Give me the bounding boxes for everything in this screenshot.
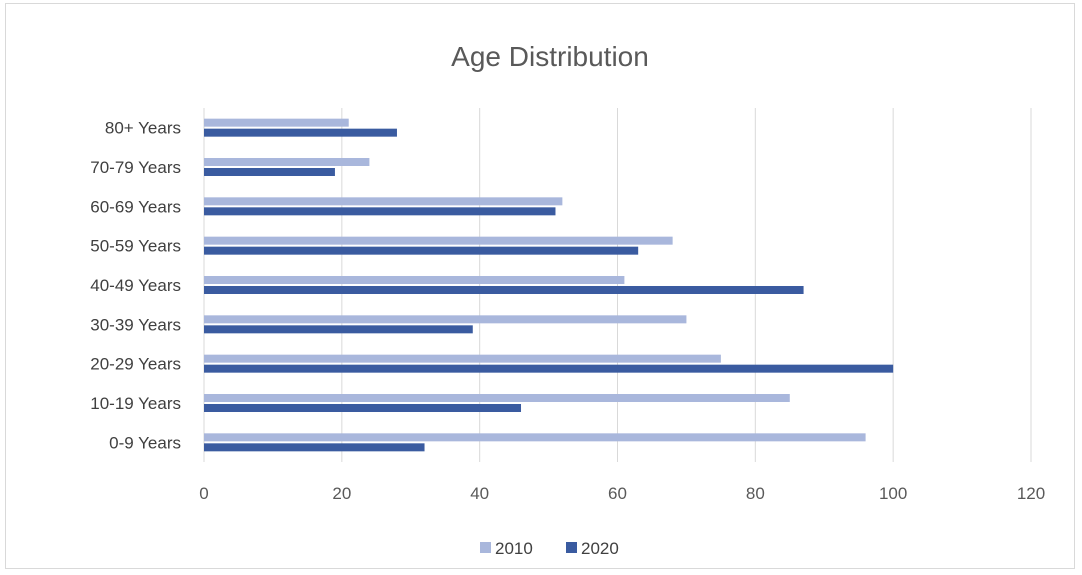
x-tick-label: 100	[879, 484, 907, 503]
category-label: 70-79 Years	[90, 158, 181, 177]
bar-2020-80+	[204, 128, 397, 137]
legend-label: 2010	[495, 539, 533, 558]
bar-2010-50-59	[204, 236, 673, 245]
legend-label: 2020	[581, 539, 619, 558]
x-tick-label: 40	[470, 484, 489, 503]
bar-2020-10-19	[204, 404, 522, 412]
bar-2010-40-49	[204, 276, 625, 284]
bar-2010-60-69	[204, 197, 563, 206]
category-label: 40-49 Years	[90, 276, 181, 295]
bar-2020-50-59	[204, 246, 639, 255]
x-tick-label: 20	[332, 484, 351, 503]
legend-swatch-2010	[480, 542, 491, 553]
bar-2020-60-69	[204, 207, 556, 216]
category-label: 10-19 Years	[90, 394, 181, 413]
bar-2010-20-29	[204, 354, 721, 363]
bar-2010-0-9	[204, 433, 866, 442]
category-label: 20-29 Years	[90, 355, 181, 374]
x-tick-label: 80	[746, 484, 765, 503]
x-tick-label: 0	[199, 484, 208, 503]
bar-2010-70-79	[204, 158, 370, 166]
gridlines	[203, 108, 1032, 462]
x-tick-label: 60	[608, 484, 627, 503]
category-label: 80+ Years	[105, 119, 181, 138]
bar-2020-20-29	[204, 364, 894, 373]
bar-2010-10-19	[204, 394, 790, 402]
category-label: 50-59 Years	[90, 237, 181, 256]
category-axis-labels: 0-9 Years 10-19 Years 20-29 Years 30-39 Yea…	[90, 119, 181, 453]
bar-2010-30-39	[204, 315, 687, 324]
category-label: 60-69 Years	[90, 197, 181, 216]
bars	[204, 118, 894, 452]
category-label: 0-9 Years	[109, 433, 181, 452]
chart-title: Age Distribution	[451, 41, 649, 72]
bar-2020-30-39	[204, 325, 473, 334]
x-tick-label: 120	[1017, 484, 1045, 503]
bar-2020-0-9	[204, 443, 425, 452]
bar-2020-70-79	[204, 168, 335, 176]
legend: 2010 2020	[480, 539, 619, 558]
value-axis-tick-labels: 0 20 40 60 80 100 120	[199, 484, 1045, 503]
legend-swatch-2020	[566, 542, 577, 553]
bar-2020-40-49	[204, 286, 804, 294]
bar-2010-80+	[204, 118, 349, 127]
category-label: 30-39 Years	[90, 315, 181, 334]
